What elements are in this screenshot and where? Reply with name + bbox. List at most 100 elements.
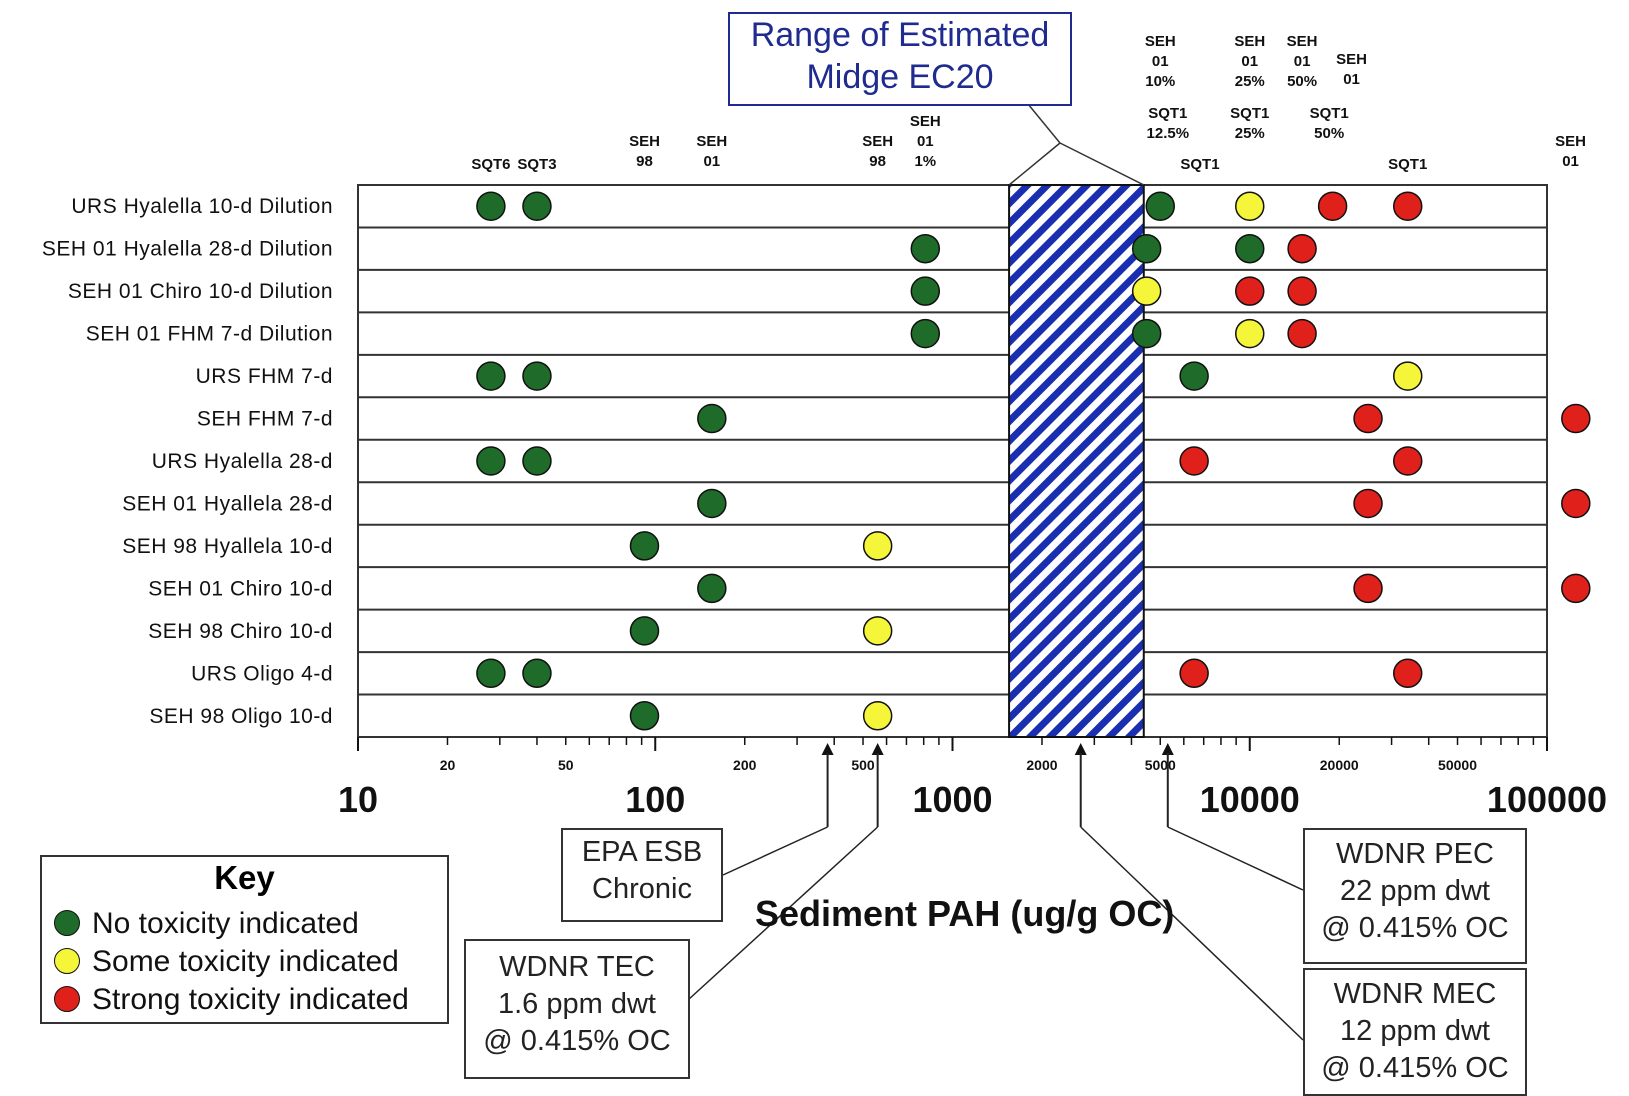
benchmark-arrowhead bbox=[1161, 743, 1174, 755]
column-label: SEH bbox=[1145, 33, 1176, 50]
data-point-strong bbox=[1287, 318, 1317, 349]
data-point-strong bbox=[1287, 276, 1317, 306]
legend-label-none: No toxicity indicated bbox=[92, 907, 359, 940]
column-label: 1% bbox=[914, 153, 936, 170]
legend-marker-some bbox=[54, 948, 80, 974]
test-label: SEH 01 Hyalella 28-d Dilution bbox=[42, 238, 333, 261]
column-label: SQT6 bbox=[471, 156, 510, 173]
column-label: 25% bbox=[1235, 125, 1265, 142]
benchmark-leader bbox=[722, 826, 828, 876]
test-label: SEH 01 Chiro 10-d Dilution bbox=[68, 280, 333, 303]
data-point-none bbox=[522, 361, 552, 391]
data-point-none bbox=[910, 276, 941, 306]
minor-tick-label: 50 bbox=[558, 757, 574, 773]
column-label: SQT1 bbox=[1310, 105, 1349, 122]
data-point-some bbox=[862, 616, 893, 646]
ec20-callout-stem bbox=[1027, 103, 1061, 144]
data-point-some bbox=[862, 531, 893, 561]
minor-tick-label: 20 bbox=[440, 757, 456, 773]
mec-line-1: WDNR MEC bbox=[1333, 978, 1497, 1010]
major-tick-label: 10000 bbox=[1200, 779, 1300, 820]
data-point-none bbox=[522, 658, 552, 689]
data-point-none bbox=[476, 191, 506, 221]
data-point-none bbox=[522, 191, 552, 221]
column-label: 12.5% bbox=[1147, 125, 1190, 142]
test-label: URS Oligo 4-d bbox=[191, 662, 333, 685]
column-label: 25% bbox=[1235, 73, 1265, 90]
legend-title: Key bbox=[214, 859, 275, 896]
benchmark-leader bbox=[687, 826, 879, 1001]
test-label: URS FHM 7-d bbox=[196, 365, 333, 388]
legend: Key No toxicity indicated Some toxicity … bbox=[40, 855, 449, 1024]
ec20-callout-right bbox=[1059, 142, 1145, 186]
mec-line-2: 12 ppm dwt bbox=[1340, 1015, 1490, 1047]
test-label: SEH 98 Hyallela 10-d bbox=[122, 535, 333, 558]
data-point-none bbox=[1235, 233, 1265, 264]
data-point-some bbox=[1235, 318, 1265, 349]
column-label: SQT1 bbox=[1148, 105, 1187, 122]
major-tick-label: 100000 bbox=[1487, 779, 1607, 820]
data-point-none bbox=[697, 488, 727, 519]
pec-line-2: 22 ppm dwt bbox=[1340, 875, 1490, 907]
data-point-strong bbox=[1392, 658, 1423, 689]
data-point-strong bbox=[1287, 233, 1317, 264]
data-point-none bbox=[629, 531, 660, 561]
data-point-strong bbox=[1235, 276, 1265, 306]
column-label: 01 bbox=[1343, 71, 1360, 88]
data-point-some bbox=[862, 701, 893, 731]
ec20-hatched-range bbox=[1008, 184, 1145, 738]
data-point-none bbox=[476, 658, 506, 689]
data-point-none bbox=[522, 446, 552, 476]
column-label: 01 bbox=[1152, 53, 1169, 70]
test-label: URS Hyalella 10-d Dilution bbox=[71, 195, 333, 218]
tec-line-3: @ 0.415% OC bbox=[483, 1025, 671, 1057]
data-point-none bbox=[697, 403, 727, 434]
ec20-line-2: Midge EC20 bbox=[806, 58, 994, 96]
data-point-none bbox=[1131, 233, 1162, 264]
test-label: SEH 01 FHM 7-d Dilution bbox=[86, 323, 333, 346]
legend-marker-strong bbox=[54, 986, 80, 1012]
major-tick-label: 1000 bbox=[912, 779, 992, 820]
data-point-strong bbox=[1179, 658, 1209, 689]
minor-tick-label: 2000 bbox=[1026, 757, 1057, 773]
data-point-none bbox=[629, 701, 660, 731]
test-label: URS Hyalella 28-d bbox=[152, 450, 333, 473]
benchmark-leader bbox=[1080, 826, 1304, 1041]
data-point-strong bbox=[1392, 191, 1423, 221]
column-label: 50% bbox=[1287, 73, 1317, 90]
data-point-some bbox=[1131, 276, 1162, 306]
column-label: SEH bbox=[1234, 33, 1265, 50]
tec-line-2: 1.6 ppm dwt bbox=[498, 988, 656, 1020]
column-label: 01 bbox=[703, 153, 720, 170]
test-label: SEH 98 Chiro 10-d bbox=[148, 620, 333, 643]
legend-label-strong: Strong toxicity indicated bbox=[92, 983, 409, 1016]
data-point-strong bbox=[1353, 488, 1383, 519]
legend-label-some: Some toxicity indicated bbox=[92, 945, 399, 978]
column-label: SQT1 bbox=[1180, 156, 1219, 173]
plot-area bbox=[357, 184, 1548, 738]
minor-tick-label: 5000 bbox=[1145, 757, 1176, 773]
column-label: SQT3 bbox=[517, 156, 556, 173]
pec-line-1: WDNR PEC bbox=[1336, 838, 1494, 870]
mec-line-3: @ 0.415% OC bbox=[1321, 1052, 1509, 1084]
data-point-strong bbox=[1179, 446, 1209, 476]
test-label: SEH 01 Chiro 10-d bbox=[148, 577, 333, 600]
data-point-none bbox=[1131, 318, 1162, 349]
data-point-some bbox=[1392, 361, 1423, 391]
column-label: 01 bbox=[1294, 53, 1311, 70]
data-point-strong bbox=[1353, 573, 1383, 604]
legend-item-strong: Strong toxicity indicated bbox=[54, 983, 409, 1017]
column-label: SEH bbox=[1287, 33, 1318, 50]
data-point-strong bbox=[1392, 446, 1423, 476]
data-point-none bbox=[1145, 191, 1176, 221]
column-label: 50% bbox=[1314, 125, 1344, 142]
benchmark-arrowhead bbox=[821, 743, 834, 755]
data-point-strong bbox=[1561, 488, 1591, 519]
column-label: SEH bbox=[696, 133, 727, 150]
data-point-none bbox=[910, 233, 941, 264]
benchmark-arrowhead bbox=[1074, 743, 1087, 755]
test-label: SEH 01 Hyallela 28-d bbox=[122, 492, 333, 515]
data-point-strong bbox=[1353, 403, 1383, 434]
column-label: 98 bbox=[636, 153, 653, 170]
